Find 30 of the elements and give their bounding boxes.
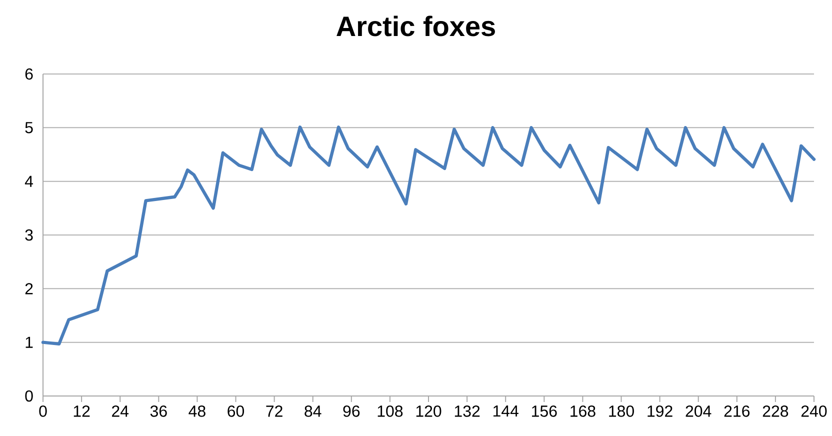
x-tick-label: 216	[724, 406, 750, 417]
x-tick-label: 204	[686, 406, 712, 417]
x-tick-label: 60	[228, 406, 244, 417]
x-tick-label: 168	[570, 406, 596, 417]
y-tick-label: 1	[26, 336, 33, 348]
x-tick-label: 240	[801, 406, 827, 417]
y-tick-label: 0	[25, 390, 33, 402]
x-tick-label: 108	[378, 406, 403, 417]
x-tick-label: 156	[532, 406, 557, 417]
line-series	[41, 126, 816, 346]
x-tick-label: 132	[454, 406, 480, 417]
x-tick-label: 24	[112, 406, 129, 417]
x-tick-label: 192	[648, 406, 672, 417]
y-tick-label: 4	[24, 176, 34, 187]
x-tick-label: 180	[609, 406, 634, 417]
y-tick-label: 5	[25, 122, 33, 134]
y-tick-label: 6	[25, 68, 33, 80]
x-tick-label: 0	[39, 406, 47, 417]
x-tick-label: 120	[416, 406, 442, 417]
x-tick-label: 144	[493, 406, 518, 417]
x-tick-label: 96	[343, 406, 360, 417]
x-tick-label: 48	[188, 406, 206, 417]
x-tick-label: 36	[150, 406, 167, 417]
x-tick-label: 12	[74, 406, 90, 417]
x-tick-label: 72	[266, 406, 282, 417]
chart-title: Arctic foxes	[336, 16, 495, 36]
x-tick-label: 228	[762, 406, 788, 417]
y-tick-label: 2	[25, 283, 33, 294]
x-tick-label: 84	[304, 406, 322, 417]
y-tick-label: 3	[25, 229, 33, 241]
